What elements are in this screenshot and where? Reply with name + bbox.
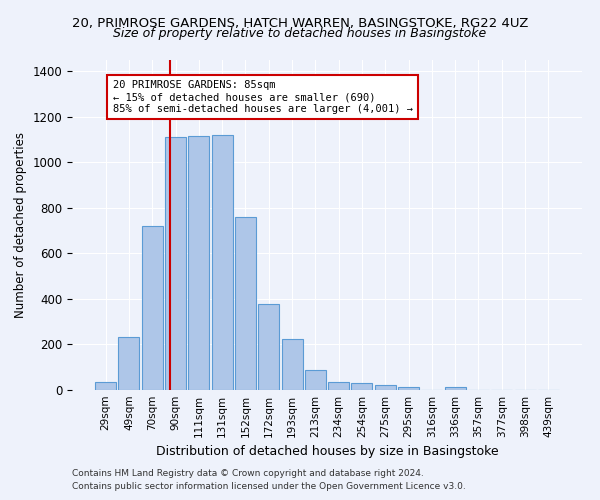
Bar xyxy=(398,386,419,390)
Bar xyxy=(352,383,373,390)
Text: 20 PRIMROSE GARDENS: 85sqm
← 15% of detached houses are smaller (690)
85% of sem: 20 PRIMROSE GARDENS: 85sqm ← 15% of deta… xyxy=(113,80,413,114)
Bar xyxy=(95,382,116,390)
Bar xyxy=(118,336,139,390)
Bar xyxy=(445,387,466,390)
Text: 20, PRIMROSE GARDENS, HATCH WARREN, BASINGSTOKE, RG22 4UZ: 20, PRIMROSE GARDENS, HATCH WARREN, BASI… xyxy=(72,18,528,30)
Bar xyxy=(142,226,163,390)
Bar xyxy=(212,135,233,390)
Text: Contains public sector information licensed under the Open Government Licence v3: Contains public sector information licen… xyxy=(72,482,466,491)
Bar xyxy=(165,138,186,390)
Bar xyxy=(328,382,349,390)
Bar xyxy=(375,385,396,390)
Text: Size of property relative to detached houses in Basingstoke: Size of property relative to detached ho… xyxy=(113,28,487,40)
Bar xyxy=(188,136,209,390)
Text: Contains HM Land Registry data © Crown copyright and database right 2024.: Contains HM Land Registry data © Crown c… xyxy=(72,468,424,477)
X-axis label: Distribution of detached houses by size in Basingstoke: Distribution of detached houses by size … xyxy=(155,446,499,458)
Bar xyxy=(305,370,326,390)
Y-axis label: Number of detached properties: Number of detached properties xyxy=(14,132,27,318)
Bar xyxy=(281,339,302,390)
Bar xyxy=(235,217,256,390)
Bar xyxy=(258,304,279,390)
